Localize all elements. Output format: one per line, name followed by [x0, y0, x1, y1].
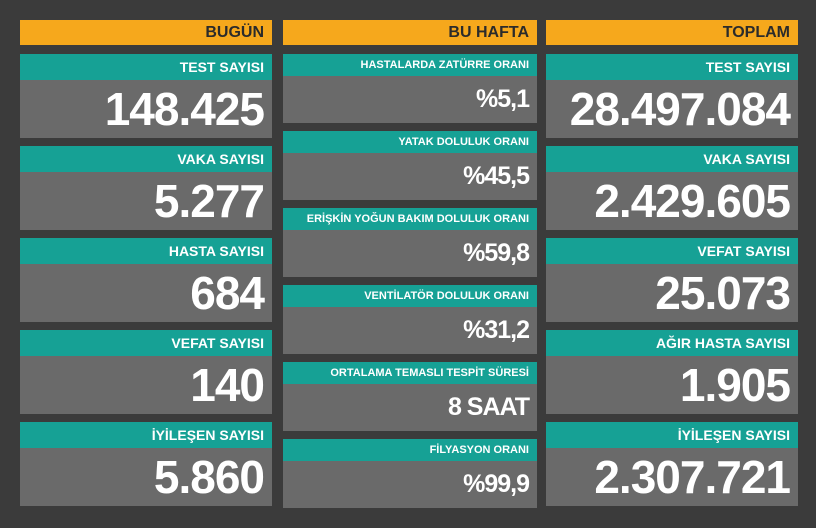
column-header: BUGÜN — [20, 20, 272, 45]
column-header: BU HAFTA — [283, 20, 537, 45]
stat-card: TEST SAYISI 28.497.084 — [546, 54, 798, 138]
stat-label: ERİŞKİN YOĞUN BAKIM DOLULUK ORANI — [283, 208, 537, 230]
stat-value: 684 — [190, 267, 265, 319]
stat-card: HASTALARDA ZATÜRRE ORANI %5,1 — [283, 54, 537, 123]
stat-card: VAKA SAYISI 5.277 — [20, 146, 272, 230]
stat-value: %99,9 — [463, 470, 530, 498]
stat-card: İYİLEŞEN SAYISI 5.860 — [20, 422, 272, 506]
stat-value: 140 — [190, 359, 265, 411]
stat-label: İYİLEŞEN SAYISI — [546, 422, 798, 448]
stat-label: VEFAT SAYISI — [546, 238, 798, 264]
stat-label: VAKA SAYISI — [546, 146, 798, 172]
stat-card: VEFAT SAYISI 25.073 — [546, 238, 798, 322]
stat-label: AĞIR HASTA SAYISI — [546, 330, 798, 356]
stat-value: 1.905 — [679, 359, 791, 411]
stat-value: 2.307.721 — [594, 451, 791, 503]
stat-label: HASTA SAYISI — [20, 238, 272, 264]
stat-card: İYİLEŞEN SAYISI 2.307.721 — [546, 422, 798, 506]
stat-card: VENTİLATÖR DOLULUK ORANI %31,2 — [283, 285, 537, 354]
column: TOPLAM TEST SAYISI 28.497.084 VAKA SAYISI 2.… — [546, 20, 798, 510]
stat-card: FİLYASYON ORANI %99,9 — [283, 439, 537, 508]
stat-label: YATAK DOLULUK ORANI — [283, 131, 537, 153]
stat-card: VEFAT SAYISI 140 — [20, 330, 272, 414]
stat-card: HASTA SAYISI 684 — [20, 238, 272, 322]
stat-value: 148.425 — [104, 83, 265, 135]
stat-value: 25.073 — [655, 267, 791, 319]
column-header: TOPLAM — [546, 20, 798, 45]
stat-card: ERİŞKİN YOĞUN BAKIM DOLULUK ORANI %59,8 — [283, 208, 537, 277]
stat-label: VEFAT SAYISI — [20, 330, 272, 356]
stat-value: 5.860 — [153, 451, 265, 503]
stat-value: %59,8 — [463, 239, 530, 267]
stat-card: AĞIR HASTA SAYISI 1.905 — [546, 330, 798, 414]
stat-card: VAKA SAYISI 2.429.605 — [546, 146, 798, 230]
stat-label: FİLYASYON ORANI — [283, 439, 537, 461]
stat-value: 2.429.605 — [594, 175, 791, 227]
stat-value: %45,5 — [463, 162, 530, 190]
stat-label: HASTALARDA ZATÜRRE ORANI — [283, 54, 537, 76]
stat-card: TEST SAYISI 148.425 — [20, 54, 272, 138]
stat-label: ORTALAMA TEMASLI TESPİT SÜRESİ — [283, 362, 537, 384]
stat-value: %5,1 — [476, 85, 530, 113]
stat-value: 5.277 — [153, 175, 265, 227]
stat-value: 8 SAAT — [447, 393, 530, 421]
stat-value: 28.497.084 — [569, 83, 791, 135]
stat-label: İYİLEŞEN SAYISI — [20, 422, 272, 448]
stat-card: ORTALAMA TEMASLI TESPİT SÜRESİ 8 SAAT — [283, 362, 537, 431]
stat-label: TEST SAYISI — [546, 54, 798, 80]
stat-value: %31,2 — [463, 316, 530, 344]
stat-label: VAKA SAYISI — [20, 146, 272, 172]
column: BU HAFTA HASTALARDA ZATÜRRE ORANI %5,1 YATA… — [283, 20, 537, 510]
stat-label: VENTİLATÖR DOLULUK ORANI — [283, 285, 537, 307]
stat-label: TEST SAYISI — [20, 54, 272, 80]
stat-card: YATAK DOLULUK ORANI %45,5 — [283, 131, 537, 200]
column: BUGÜN TEST SAYISI 148.425 VAKA SAYISI 5.277 H… — [20, 20, 272, 510]
